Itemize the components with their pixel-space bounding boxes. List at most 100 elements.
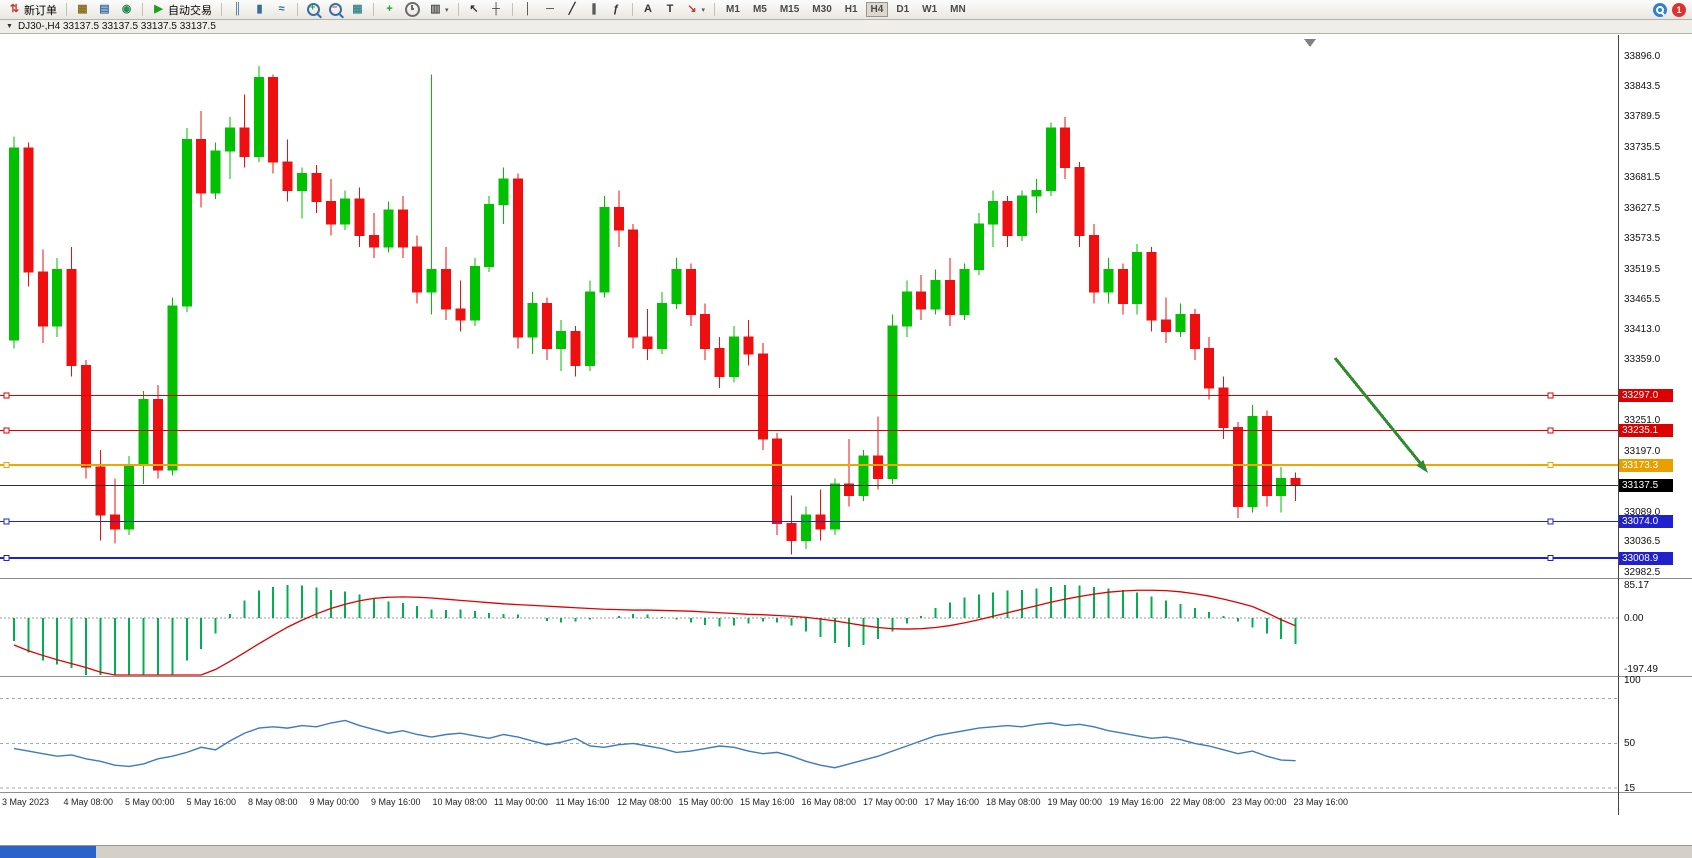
cursor-icon[interactable]: ↖ xyxy=(464,1,485,19)
label-icon[interactable]: T xyxy=(660,1,681,19)
templates-icon[interactable]: ▥ ▾ xyxy=(425,1,453,19)
timeframe-m5-button[interactable]: M5 xyxy=(752,4,767,15)
candle-body xyxy=(541,302,552,349)
trendline-icon[interactable]: ╱ xyxy=(562,1,583,19)
time-axis-label: 22 May 08:00 xyxy=(1170,797,1226,807)
status-bar-active-segment[interactable] xyxy=(0,846,96,858)
vertical-line-icon[interactable]: │ xyxy=(518,1,539,19)
candle-body xyxy=(441,268,451,310)
rsi-axis-label: 100 xyxy=(1624,674,1641,686)
crosshair-icon[interactable]: ┼ xyxy=(486,1,507,19)
time-axis-label: 19 May 00:00 xyxy=(1047,797,1103,807)
candle-body xyxy=(930,280,941,310)
timeframe-m15-button[interactable]: M15 xyxy=(779,4,800,15)
candle-body xyxy=(196,138,207,194)
line-handle[interactable] xyxy=(3,555,10,562)
line-handle[interactable] xyxy=(1547,555,1554,562)
candlestick-chart-icon[interactable]: ▮ xyxy=(249,1,270,19)
timeframe-w1-button[interactable]: W1 xyxy=(922,4,938,15)
price-axis-label: 33465.5 xyxy=(1624,294,1661,306)
candle-body xyxy=(66,268,77,366)
chart-titlebar[interactable]: ▼ DJ30-,H4 33137.5 33137.5 33137.5 33137… xyxy=(0,20,1692,34)
toolbar-right: 1 xyxy=(1653,2,1688,17)
candle-body xyxy=(297,172,307,191)
line-handle[interactable] xyxy=(3,392,10,399)
time-axis[interactable]: 3 May 2023 4 May 08:00 5 May 00:00 5 May 16… xyxy=(0,793,1618,815)
pane-separator[interactable] xyxy=(0,578,1692,579)
timeframe-d1-button[interactable]: D1 xyxy=(896,4,910,15)
line-handle[interactable] xyxy=(1547,427,1554,434)
pane-separator[interactable] xyxy=(0,676,1692,677)
timeframe-mn-button[interactable]: MN xyxy=(950,4,966,15)
line-chart-icon[interactable]: ≈ xyxy=(271,1,292,19)
indicators-icon[interactable]: + xyxy=(379,1,400,19)
channel-icon: ∥ xyxy=(591,3,597,15)
new-order-button[interactable]: ⇅ 新订单 xyxy=(4,1,61,19)
macd-signal-line xyxy=(13,589,1296,676)
time-axis-label: 15 May 00:00 xyxy=(678,797,734,807)
candle-body xyxy=(801,514,811,542)
search-icon[interactable] xyxy=(1653,2,1667,17)
trend-arrow[interactable] xyxy=(1333,357,1423,465)
candle-body xyxy=(757,353,768,440)
candle-body xyxy=(671,268,682,304)
periods-icon[interactable] xyxy=(401,1,424,19)
rsi-line xyxy=(13,719,1296,769)
main-chart[interactable] xyxy=(0,35,1618,578)
candle-body xyxy=(484,203,495,268)
candle-body xyxy=(181,138,192,307)
auto-trading-button[interactable]: ▶ 自动交易 xyxy=(148,1,216,19)
toolbar: ⇅ 新订单 ▦ ▤ ◉ ▶ 自动交易 ║ ▮ ≈ + − ▦ + ▥ ▾ ↖ ┼ │ ─ ╱ ∥ ƒ A T ↘ ▾ M1 M5 M15 M… xyxy=(0,0,1692,20)
line-handle[interactable] xyxy=(1547,392,1554,399)
text-icon[interactable]: A xyxy=(638,1,659,19)
new-order-button-icon: ⇅ xyxy=(9,3,20,15)
pane-separator[interactable] xyxy=(0,792,1692,793)
price-axis-label: 33519.5 xyxy=(1624,263,1661,275)
line-handle[interactable] xyxy=(1547,518,1554,525)
profiles-icon[interactable]: ▤ xyxy=(94,1,115,19)
rsi-pane[interactable] xyxy=(0,677,1618,792)
line-handle[interactable] xyxy=(1547,462,1554,469)
indicators-icon: + xyxy=(386,3,393,15)
candle-body xyxy=(1074,167,1085,236)
candle-body xyxy=(786,523,797,542)
zoom-out-button[interactable]: − xyxy=(325,1,346,19)
candle-body xyxy=(945,280,955,316)
candle-body xyxy=(498,178,509,205)
candle-body xyxy=(1204,347,1215,389)
line-handle[interactable] xyxy=(3,427,10,434)
candle-body xyxy=(23,147,34,273)
timeframe-m30-button[interactable]: M30 xyxy=(812,4,832,15)
price-axis-label: 33089.0 xyxy=(1624,506,1661,518)
grid-icon[interactable]: ▦ xyxy=(347,1,368,19)
price-axis-label: 33896.0 xyxy=(1624,51,1661,62)
time-axis-label: 15 May 16:00 xyxy=(740,797,795,807)
horizontal-line-icon[interactable]: ─ xyxy=(540,1,561,19)
bar-chart-icon[interactable]: ║ xyxy=(227,1,248,19)
templates-icon: ▥ xyxy=(430,3,441,15)
timeframe-h4-button[interactable]: H4 xyxy=(865,2,889,17)
line-handle[interactable] xyxy=(3,518,10,525)
candle-body xyxy=(268,76,279,163)
window-menu-icon[interactable]: ▼ xyxy=(6,23,13,30)
arrows-icon[interactable]: ↘ ▾ xyxy=(682,1,710,19)
time-axis-label: 17 May 16:00 xyxy=(924,797,980,807)
line-handle[interactable] xyxy=(3,462,10,469)
timeframe-m1-button[interactable]: M1 xyxy=(726,4,740,15)
zoom-in-button[interactable]: + xyxy=(303,1,324,19)
macd-pane[interactable] xyxy=(0,579,1618,676)
line-chart-icon: ≈ xyxy=(278,3,285,15)
timeframe-h1-button[interactable]: H1 xyxy=(844,4,858,15)
candle-body xyxy=(901,291,912,327)
price-axis[interactable]: 33896.0 33843.5 33789.5 33735.5 33681.5 33627… xyxy=(1619,35,1692,815)
notification-badge[interactable]: 1 xyxy=(1672,2,1686,17)
channel-icon[interactable]: ∥ xyxy=(584,1,605,19)
candle-body xyxy=(210,150,221,194)
candle-body xyxy=(973,223,984,270)
fibonacci-icon[interactable]: ƒ xyxy=(606,1,627,19)
new-chart-icon[interactable]: ▦ xyxy=(72,1,93,19)
candle-body xyxy=(109,514,120,530)
horizontal-line-icon: ─ xyxy=(546,3,554,15)
price-axis-label: 33681.5 xyxy=(1624,172,1661,184)
data-window-icon[interactable]: ◉ xyxy=(116,1,137,19)
